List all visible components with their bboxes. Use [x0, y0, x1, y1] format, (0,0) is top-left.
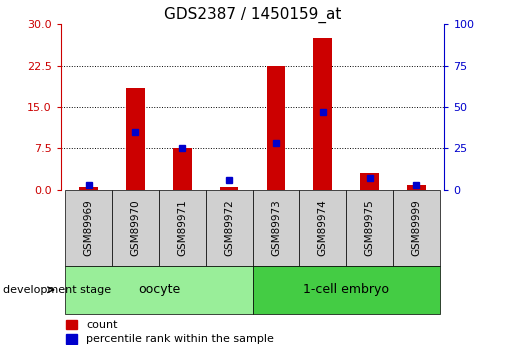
Text: GSM89974: GSM89974 [318, 199, 328, 256]
Legend: count, percentile rank within the sample: count, percentile rank within the sample [66, 319, 274, 344]
Text: oocyte: oocyte [138, 283, 180, 296]
Text: GSM89969: GSM89969 [84, 199, 94, 256]
Bar [346, 190, 393, 266]
Bar [112, 190, 159, 266]
Bar [79, 187, 98, 190]
Bar [159, 190, 206, 266]
Bar [299, 190, 346, 266]
Bar [360, 173, 379, 190]
Bar [126, 88, 145, 190]
Bar [65, 266, 252, 314]
Bar [65, 190, 112, 266]
Text: GSM89975: GSM89975 [365, 199, 375, 256]
Bar [313, 38, 332, 190]
Bar [393, 190, 440, 266]
Text: 1-cell embryo: 1-cell embryo [303, 283, 389, 296]
Bar [206, 190, 252, 266]
Bar [252, 190, 299, 266]
Bar [252, 266, 440, 314]
Text: GSM89999: GSM89999 [411, 199, 421, 256]
Text: GSM89972: GSM89972 [224, 199, 234, 256]
Title: GDS2387 / 1450159_at: GDS2387 / 1450159_at [164, 7, 341, 23]
Bar [267, 66, 285, 190]
Bar [220, 187, 238, 190]
Bar [407, 185, 426, 190]
Text: GSM89971: GSM89971 [177, 199, 187, 256]
Text: GSM89973: GSM89973 [271, 199, 281, 256]
Bar [173, 148, 192, 190]
Text: development stage: development stage [3, 285, 111, 295]
Text: GSM89970: GSM89970 [130, 199, 140, 256]
